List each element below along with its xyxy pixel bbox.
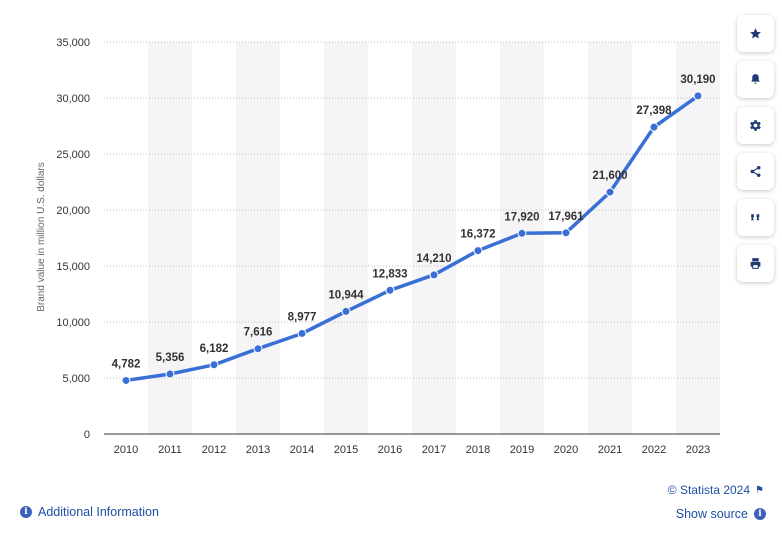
flag-icon: ⚑ <box>755 484 764 496</box>
x-tick-label: 2018 <box>466 444 490 456</box>
data-point <box>429 270 439 280</box>
column-band <box>412 42 456 434</box>
printer-icon <box>750 258 761 269</box>
x-tick-label: 2019 <box>510 444 534 456</box>
bell-icon <box>751 74 760 84</box>
show-source-label: Show source <box>675 507 748 521</box>
x-tick-label: 2013 <box>246 444 270 456</box>
data-label: 7,616 <box>244 327 273 339</box>
statista-credit-link[interactable]: © Statista 2024 ⚑ <box>668 483 764 497</box>
data-point <box>209 360 219 370</box>
additional-information-label: Additional Information <box>38 505 159 519</box>
quote-icon <box>751 214 760 221</box>
column-band <box>236 42 280 434</box>
x-tick-label: 2014 <box>290 444 314 456</box>
star-icon <box>750 28 761 39</box>
y-tick-label: 0 <box>84 429 90 441</box>
column-band <box>324 42 368 434</box>
print-button[interactable] <box>737 245 774 282</box>
data-label: 12,833 <box>372 268 407 280</box>
data-label: 17,920 <box>504 211 539 223</box>
gridlines <box>104 41 720 435</box>
column-bands <box>148 42 720 434</box>
x-tick-label: 2010 <box>114 444 138 456</box>
settings-button[interactable] <box>737 107 774 144</box>
x-tick-label: 2015 <box>334 444 358 456</box>
y-tick-label: 5,000 <box>62 373 90 385</box>
y-tick-label: 25,000 <box>56 149 90 161</box>
data-label: 27,398 <box>636 105 672 117</box>
y-axis-ticks: 0 5,000 10,000 15,000 20,000 25,000 30,000 35,0… <box>56 37 90 441</box>
data-point <box>693 91 703 101</box>
series-line <box>124 94 700 383</box>
y-tick-label: 35,000 <box>56 37 90 49</box>
x-tick-label: 2012 <box>202 444 226 456</box>
column-band <box>588 42 632 434</box>
y-tick-label: 10,000 <box>56 317 90 329</box>
x-tick-label: 2021 <box>598 444 622 456</box>
gear-icon <box>750 120 761 131</box>
data-point <box>385 285 395 295</box>
x-tick-label: 2016 <box>378 444 402 456</box>
x-axis-ticks: 2010 2011 2012 2013 2014 2015 2016 2017 2018 2019… <box>114 444 710 456</box>
y-axis-label: Brand value in million U.S. dollars <box>36 162 47 312</box>
data-point <box>517 228 527 238</box>
x-tick-label: 2023 <box>686 444 710 456</box>
data-label: 4,782 <box>112 358 141 370</box>
share-icon <box>750 165 761 178</box>
notification-button[interactable] <box>737 61 774 98</box>
data-label: 21,600 <box>592 170 627 182</box>
y-tick-label: 20,000 <box>56 205 90 217</box>
x-tick-label: 2020 <box>554 444 578 456</box>
data-point <box>605 187 615 197</box>
column-band <box>676 42 720 434</box>
x-tick-label: 2017 <box>422 444 446 456</box>
y-tick-label: 30,000 <box>56 93 90 105</box>
y-tick-label: 15,000 <box>56 261 90 273</box>
data-point <box>649 122 659 132</box>
info-icon: i <box>754 508 766 520</box>
credit-label: © Statista 2024 <box>667 483 751 497</box>
data-label: 30,190 <box>680 74 715 86</box>
data-label: 17,961 <box>548 211 584 223</box>
data-label: 10,944 <box>328 289 364 301</box>
data-point <box>341 306 351 316</box>
x-tick-label: 2022 <box>642 444 666 456</box>
data-point <box>121 375 131 385</box>
data-point <box>253 344 263 354</box>
info-icon: i <box>20 506 32 518</box>
favorite-button[interactable] <box>737 15 774 52</box>
data-points <box>121 91 703 385</box>
show-source-link[interactable]: Show source i <box>676 507 766 521</box>
data-label: 14,210 <box>416 253 451 265</box>
data-point <box>297 328 307 338</box>
data-point <box>473 246 483 256</box>
data-labels: 4,782 5,356 6,182 7,616 8,977 10,944 12,833 14,… <box>112 74 716 371</box>
data-point <box>165 369 175 379</box>
x-tick-label: 2011 <box>158 444 182 456</box>
column-band <box>148 42 192 434</box>
data-point <box>561 228 571 238</box>
share-button[interactable] <box>737 153 774 190</box>
data-label: 6,182 <box>200 343 229 355</box>
data-label: 8,977 <box>288 311 317 323</box>
data-label: 5,356 <box>156 352 185 364</box>
data-label: 16,372 <box>460 229 495 241</box>
additional-information-link[interactable]: i Additional Information <box>20 505 159 519</box>
cite-button[interactable] <box>737 199 774 236</box>
